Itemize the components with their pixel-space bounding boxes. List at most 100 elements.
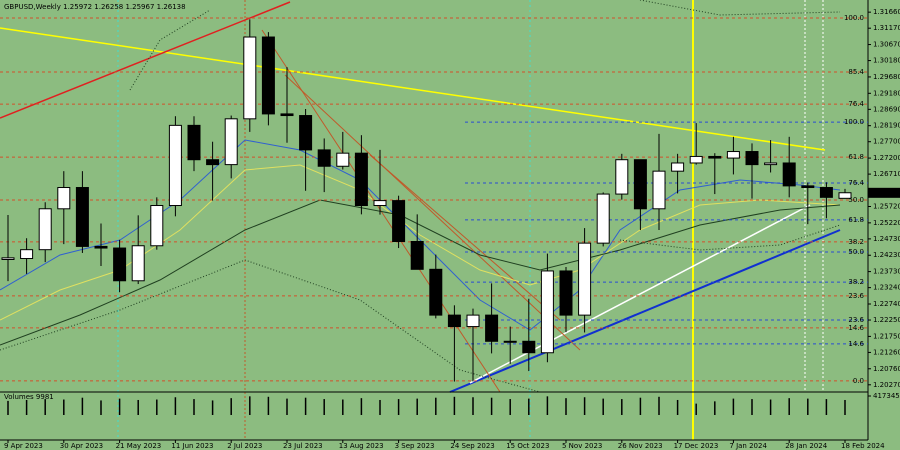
- y-tick-label: 1.29180: [873, 89, 900, 97]
- candle-body: [75, 187, 89, 247]
- candle-body: [299, 115, 313, 151]
- candle-body: [187, 124, 201, 161]
- trend-line: [0, 27, 826, 151]
- candle-body: [596, 193, 610, 244]
- y-tick-label: 1.31170: [873, 24, 900, 32]
- y-tick-label: 1.27700: [873, 138, 900, 146]
- moving-average: [0, 199, 841, 346]
- level-label: 23.6: [848, 316, 864, 324]
- y-tick-label: 1.20270: [873, 381, 900, 389]
- y-tick-label: 1.23730: [873, 268, 900, 276]
- candle-body: [392, 200, 406, 243]
- candle-body: [336, 152, 350, 167]
- candle-body: [150, 205, 164, 247]
- y-tick-label: 1.29680: [873, 73, 900, 81]
- candle-body: [131, 245, 145, 282]
- x-tick-label: 15 Oct 2023: [506, 442, 549, 450]
- band: [0, 259, 541, 393]
- level-label: 50.0: [848, 196, 864, 204]
- level-label: 76.4: [848, 179, 864, 187]
- candle-body: [615, 159, 629, 195]
- level-label: 38.2: [848, 238, 864, 246]
- y-tick-label: 1.21750: [873, 332, 900, 340]
- candle-body: [354, 152, 368, 207]
- x-tick-label: 21 May 2023: [116, 442, 162, 450]
- candle-body: [652, 170, 666, 210]
- candle-body: [540, 270, 554, 354]
- x-tick-label: 28 Jan 2024: [785, 442, 828, 450]
- band: [619, 224, 841, 251]
- volume-tick-label: 417345: [873, 392, 900, 400]
- x-tick-label: 9 Apr 2023: [4, 442, 43, 450]
- candle-body: [410, 241, 424, 270]
- candle-body: [94, 245, 108, 249]
- level-label: 61.8: [848, 153, 864, 161]
- band: [639, 0, 841, 16]
- level-label: 50.0: [848, 248, 864, 256]
- y-tick-label: 1.25720: [873, 202, 900, 210]
- candle-body: [113, 247, 127, 282]
- x-tick-label: 3 Sep 2023: [395, 442, 435, 450]
- candle-body: [261, 36, 275, 115]
- candle-body: [633, 159, 647, 210]
- y-tick-label: 1.25220: [873, 219, 900, 227]
- candle-body: [57, 187, 71, 210]
- x-tick-label: 23 Jul 2023: [283, 442, 323, 450]
- level-label: 14.6: [848, 340, 864, 348]
- candle-body: [447, 314, 461, 328]
- candle-body: [745, 151, 759, 166]
- y-tick-label: 1.31660: [873, 8, 900, 16]
- level-label: 61.8: [848, 216, 864, 224]
- y-tick-label: 1.30180: [873, 57, 900, 65]
- candle-body: [280, 113, 294, 117]
- level-label: 23.6: [848, 292, 864, 300]
- candle-body: [243, 36, 257, 120]
- trend-line: [0, 1, 291, 119]
- y-tick-label: 1.22250: [873, 316, 900, 324]
- level-label: 100.0: [844, 14, 864, 22]
- x-tick-label: 26 Nov 2023: [618, 442, 663, 450]
- y-tick-label: 1.22740: [873, 300, 900, 308]
- candle-body: [429, 268, 443, 316]
- x-tick-label: 13 Aug 2023: [339, 442, 384, 450]
- y-tick-label: 1.27200: [873, 154, 900, 162]
- candle-body: [373, 200, 387, 207]
- candle-body: [838, 192, 852, 199]
- candle-body: [485, 314, 499, 342]
- candle-body: [224, 118, 238, 166]
- x-tick-label: 30 Apr 2023: [60, 442, 103, 450]
- x-tick-label: 7 Jan 2024: [729, 442, 767, 450]
- level-label: 38.2: [848, 278, 864, 286]
- candle-body: [689, 155, 703, 164]
- candle-body: [503, 340, 517, 343]
- trend-line: [469, 204, 811, 384]
- x-tick-label: 11 Jun 2023: [171, 442, 213, 450]
- candle-body: [801, 185, 815, 189]
- x-tick-label: 18 Feb 2024: [841, 442, 885, 450]
- volume-label: Volumes 9981: [4, 393, 54, 401]
- candle-body: [578, 242, 592, 316]
- level-label: 85.4: [848, 68, 864, 76]
- y-tick-label: 1.24230: [873, 251, 900, 259]
- candle-body: [522, 340, 536, 354]
- y-tick-label: 1.28690: [873, 105, 900, 113]
- level-label: 100.0: [844, 118, 864, 126]
- last-price-label: 1.26138: [871, 189, 900, 197]
- x-tick-label: 24 Sep 2023: [450, 442, 494, 450]
- y-tick-label: 1.23240: [873, 284, 900, 292]
- trend-line: [449, 229, 841, 393]
- y-tick-label: 1.30670: [873, 41, 900, 49]
- y-tick-label: 1.24730: [873, 235, 900, 243]
- candle-body: [317, 149, 331, 167]
- level-label: 0.0: [853, 377, 864, 385]
- x-tick-label: 2 Jul 2023: [227, 442, 262, 450]
- candle-body: [559, 270, 573, 316]
- moving-average: [0, 139, 841, 331]
- candle-body: [466, 314, 480, 328]
- candle-body: [168, 124, 182, 207]
- candle-body: [38, 208, 52, 251]
- chart-title: GBPUSD,Weekly 1.25972 1.26258 1.25967 1.…: [4, 3, 186, 11]
- candle-body: [206, 159, 220, 166]
- candle-body: [671, 162, 685, 172]
